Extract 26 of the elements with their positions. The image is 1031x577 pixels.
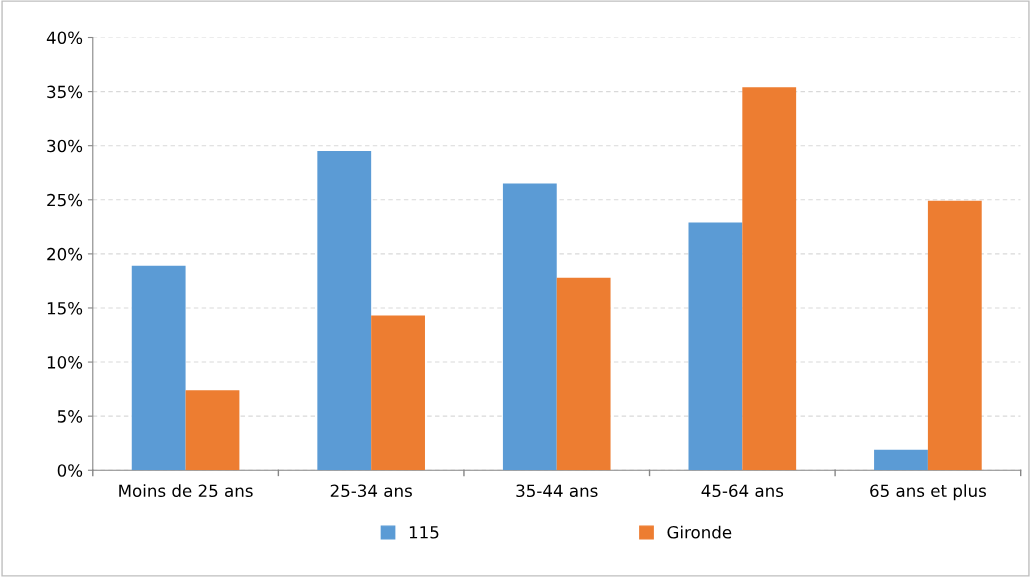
bar <box>688 222 743 471</box>
y-tick-label: 40% <box>46 31 83 45</box>
bar <box>371 315 425 471</box>
y-tick-label: 10% <box>47 356 83 369</box>
y-tick-label: 25% <box>47 193 83 207</box>
x-tick-label: 25-34 ans <box>330 484 412 498</box>
y-tick-label: 20% <box>47 247 83 261</box>
y-tick-label: 30% <box>47 139 83 153</box>
bar <box>185 390 240 471</box>
bar <box>927 200 982 471</box>
x-tick-label: 45-64 ans <box>701 484 784 498</box>
y-tick-label: 0% <box>57 464 83 477</box>
x-tick-label: Moins de 25 ans <box>119 484 253 498</box>
bar <box>502 183 557 471</box>
y-tick-label: 5% <box>57 410 83 423</box>
y-tick-label: 15% <box>47 301 83 315</box>
y-tick-label: 35% <box>47 85 83 99</box>
legend-label: 115 <box>409 526 439 539</box>
x-tick-label: 65 ans et plus <box>870 484 986 501</box>
x-tick-label: 35-44 ans <box>516 484 598 498</box>
bar <box>556 277 611 471</box>
bar <box>874 449 928 471</box>
bar <box>131 265 186 471</box>
bar <box>742 87 797 471</box>
legend-label: Gironde <box>667 525 732 539</box>
bar <box>317 151 372 471</box>
